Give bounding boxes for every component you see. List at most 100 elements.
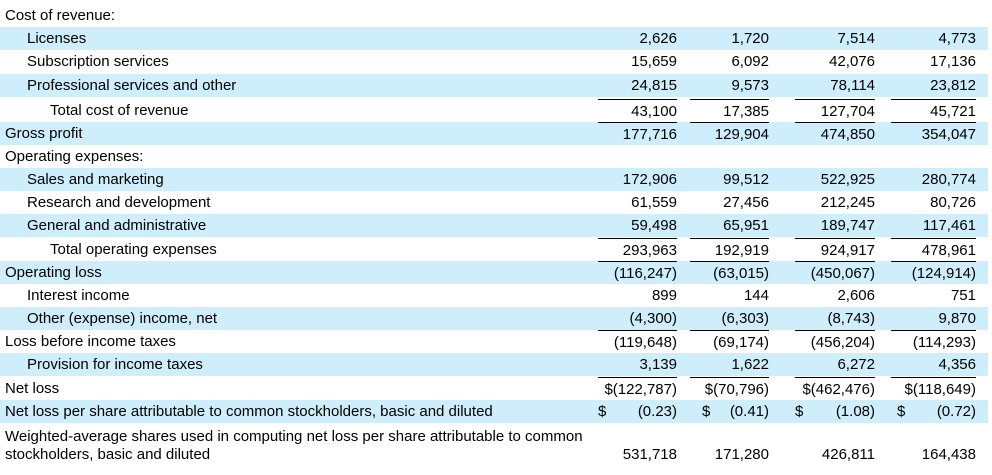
- table-row: Cost of revenue:: [0, 4, 992, 27]
- row-label: Net loss per share attributable to commo…: [5, 403, 493, 420]
- cell-value: 80,726: [930, 194, 976, 211]
- cell-value: 6,092: [731, 53, 769, 70]
- cell-value: (124,914): [891, 261, 976, 285]
- cell-value: 177,716: [598, 122, 677, 146]
- cell-value: 426,811: [821, 446, 875, 463]
- cell-value: 212,245: [820, 194, 875, 211]
- cell-value: 293,963: [598, 238, 677, 262]
- currency-symbol: $: [795, 403, 804, 420]
- row-label: Operating expenses:: [5, 148, 144, 165]
- row-shading: [0, 168, 988, 191]
- row-label: Interest income: [27, 287, 130, 304]
- cell-value: 924,917: [795, 238, 875, 262]
- row-label: Other (expense) income, net: [27, 310, 218, 327]
- cell-value: (6,303): [721, 310, 769, 327]
- cell-value: 6,272: [837, 356, 875, 373]
- row-label: Sales and marketing: [27, 171, 164, 188]
- cell-value: 24,815: [631, 77, 677, 94]
- row-label: Net loss: [5, 380, 60, 397]
- table-row: Interest income 899 144 2,606 751: [0, 284, 992, 307]
- table-row: Loss before income taxes (119,648) (69,1…: [0, 330, 992, 353]
- cell-value: 7,514: [837, 30, 875, 47]
- cell-value: 171,280: [714, 446, 769, 463]
- cell-value: 474,850: [795, 122, 875, 146]
- cell-value: 164,438: [921, 446, 976, 463]
- row-label: Loss before income taxes: [5, 333, 176, 350]
- row-label: Gross profit: [5, 125, 83, 142]
- cell-value: 27,456: [723, 194, 769, 211]
- cell-value: 23,812: [930, 77, 976, 94]
- table-row: Licenses 2,626 1,720 7,514 4,773: [0, 27, 992, 50]
- cell-value: 2,626: [639, 30, 677, 47]
- cell-value: (0.41): [729, 403, 769, 420]
- table-row: Gross profit 177,716 129,904 474,850 354…: [0, 122, 992, 145]
- cell-value: 65,951: [723, 217, 769, 234]
- cell-value: 172,906: [622, 171, 677, 188]
- cell-value: 751: [950, 287, 976, 304]
- cell-value: 144: [743, 287, 769, 304]
- table-row: Total operating expenses 293,963 192,919…: [0, 238, 992, 261]
- cell-value: 129,904: [690, 122, 769, 146]
- cell-value: (8,743): [827, 310, 875, 327]
- table-row: Research and development 61,559 27,456 2…: [0, 191, 992, 214]
- row-shading: [0, 400, 988, 423]
- row-shading: [0, 74, 988, 97]
- currency-symbol: $: [897, 403, 906, 420]
- cell-value: 1,622: [731, 356, 769, 373]
- cell-value: 45,721: [891, 99, 976, 123]
- cell-value: 61,559: [631, 194, 677, 211]
- cell-value: (4,300): [629, 310, 677, 327]
- cell-value: 354,047: [891, 122, 976, 146]
- table-row: Total cost of revenue 43,100 17,385 127,…: [0, 99, 992, 122]
- cell-value: 9,573: [731, 77, 769, 94]
- cell-value: 59,498: [631, 217, 677, 234]
- cell-value: 4,773: [938, 30, 976, 47]
- cell-value: 42,076: [829, 53, 875, 70]
- cell-value: 9,870: [938, 310, 976, 327]
- row-shading: [0, 122, 988, 145]
- cell-value: 189,747: [820, 217, 875, 234]
- currency-symbol: $: [598, 403, 607, 420]
- cell-value: 478,961: [891, 238, 976, 262]
- table-row: Net loss per share attributable to commo…: [0, 400, 992, 423]
- cell-value: (69,174): [690, 330, 769, 354]
- cell-value: 1,720: [731, 30, 769, 47]
- table-row: Subscription services 15,659 6,092 42,07…: [0, 50, 992, 73]
- row-shading: [0, 353, 988, 376]
- cell-value: 899: [651, 287, 677, 304]
- cell-value: (0.72): [936, 403, 976, 420]
- table-row: Professional services and other 24,815 9…: [0, 74, 992, 97]
- cell-value: 531,718: [622, 446, 677, 463]
- cell-value: (116,247): [598, 261, 677, 285]
- row-label: Subscription services: [27, 53, 169, 70]
- cell-value: $(122,787): [598, 377, 677, 401]
- row-shading: [0, 27, 988, 50]
- row-shading: [0, 261, 988, 284]
- row-label: Total operating expenses: [50, 241, 217, 258]
- cell-value: (114,293): [891, 330, 976, 354]
- cell-value: 192,919: [690, 238, 769, 262]
- row-label: Total cost of revenue: [50, 102, 189, 119]
- cell-value: (63,015): [690, 261, 769, 285]
- row-label: Licenses: [27, 30, 87, 47]
- cell-value: 17,385: [690, 99, 769, 123]
- row-label: Cost of revenue:: [5, 7, 116, 24]
- cell-value: $(118,649): [891, 377, 976, 401]
- cell-value: 3,139: [639, 356, 677, 373]
- cell-value: (450,067): [795, 261, 875, 285]
- table-row: Operating expenses:: [0, 145, 992, 168]
- cell-value: 17,136: [930, 53, 976, 70]
- cell-value: 2,606: [837, 287, 875, 304]
- cell-value: 117,461: [922, 217, 976, 234]
- table-row: Operating loss (116,247) (63,015) (450,0…: [0, 261, 992, 284]
- cell-value: (456,204): [795, 330, 875, 354]
- table-row: General and administrative 59,498 65,951…: [0, 214, 992, 237]
- cell-value: 522,925: [820, 171, 875, 188]
- row-label: Operating loss: [5, 264, 102, 281]
- table-row: Provision for income taxes 3,139 1,622 6…: [0, 353, 992, 376]
- row-label: General and administrative: [27, 217, 207, 234]
- cell-value: $(70,796): [690, 377, 769, 401]
- row-shading: [0, 214, 988, 237]
- currency-symbol: $: [702, 403, 711, 420]
